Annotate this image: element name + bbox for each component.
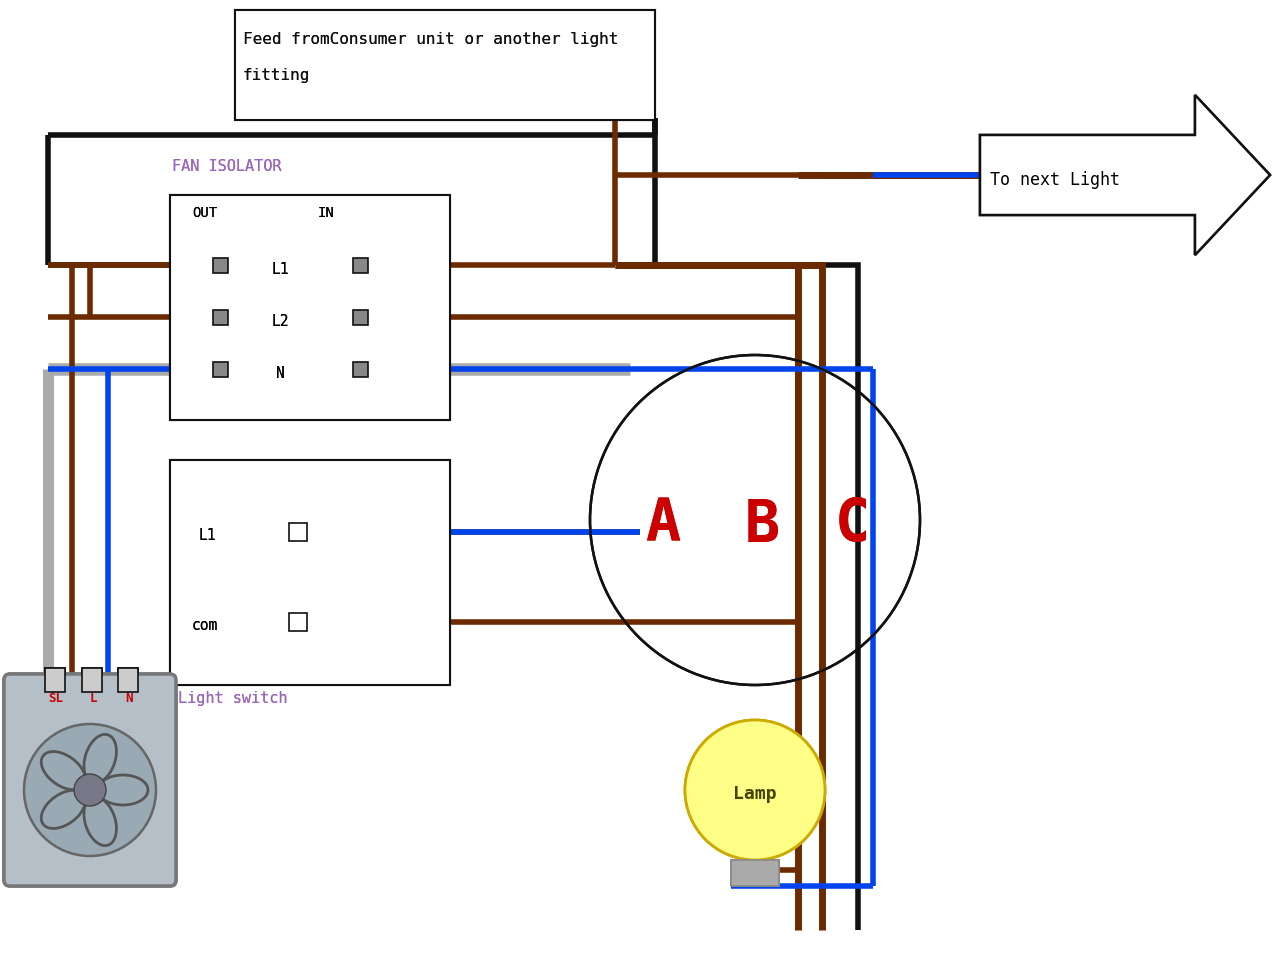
Text: IN: IN xyxy=(317,206,335,220)
Bar xyxy=(353,310,369,325)
Bar xyxy=(731,860,780,886)
Text: Feed fromConsumer unit or another light: Feed fromConsumer unit or another light xyxy=(243,32,618,47)
Text: L1: L1 xyxy=(271,261,289,276)
Text: L1: L1 xyxy=(198,529,215,543)
Bar xyxy=(289,613,307,631)
Circle shape xyxy=(685,720,826,860)
Bar xyxy=(353,258,369,273)
Text: SL: SL xyxy=(49,690,64,703)
Bar xyxy=(118,668,138,692)
Bar xyxy=(118,668,138,692)
Bar xyxy=(82,668,102,692)
Bar xyxy=(353,258,369,273)
Text: L: L xyxy=(90,690,97,703)
Bar xyxy=(45,668,65,692)
Text: L1: L1 xyxy=(198,529,215,543)
Bar xyxy=(353,362,369,377)
Text: To next Light: To next Light xyxy=(989,171,1120,189)
Bar xyxy=(212,258,228,273)
Text: N: N xyxy=(275,366,284,380)
Bar xyxy=(212,362,228,377)
Text: L2: L2 xyxy=(271,314,289,328)
Bar xyxy=(170,195,451,420)
Circle shape xyxy=(24,724,156,856)
Circle shape xyxy=(590,355,920,685)
Text: C: C xyxy=(835,496,870,554)
Text: com: com xyxy=(192,618,219,634)
Bar xyxy=(212,310,228,325)
Text: Feed fromConsumer unit or another light: Feed fromConsumer unit or another light xyxy=(243,32,618,47)
Bar xyxy=(212,310,228,325)
Text: C: C xyxy=(835,496,870,554)
Text: OUT: OUT xyxy=(192,206,218,220)
Bar xyxy=(353,310,369,325)
Text: com: com xyxy=(192,618,219,634)
Circle shape xyxy=(24,724,156,856)
Bar xyxy=(236,10,655,120)
Text: N: N xyxy=(275,366,284,380)
Text: A: A xyxy=(645,496,680,554)
FancyBboxPatch shape xyxy=(4,674,177,886)
Bar xyxy=(82,668,102,692)
Text: fitting: fitting xyxy=(243,68,310,83)
FancyBboxPatch shape xyxy=(4,674,177,886)
Polygon shape xyxy=(980,95,1270,255)
Bar xyxy=(236,10,655,120)
Text: To next Light: To next Light xyxy=(989,171,1120,189)
Text: N: N xyxy=(125,690,133,703)
Text: L: L xyxy=(90,692,97,705)
Text: N: N xyxy=(125,692,133,705)
Polygon shape xyxy=(980,95,1270,255)
Text: OUT: OUT xyxy=(192,206,218,220)
Text: fitting: fitting xyxy=(243,68,310,83)
Text: B: B xyxy=(745,496,780,554)
Bar xyxy=(170,195,451,420)
Text: Light switch: Light switch xyxy=(178,691,288,706)
Bar xyxy=(45,668,65,692)
Text: L1: L1 xyxy=(271,261,289,276)
Text: A: A xyxy=(645,496,680,554)
Bar xyxy=(212,362,228,377)
Bar xyxy=(353,362,369,377)
Text: Lamp: Lamp xyxy=(733,785,777,803)
Bar xyxy=(170,460,451,685)
Text: L2: L2 xyxy=(271,314,289,328)
Text: SL: SL xyxy=(49,692,64,705)
Bar xyxy=(289,613,307,631)
Text: IN: IN xyxy=(317,206,335,220)
Text: Light switch: Light switch xyxy=(178,691,288,706)
Bar xyxy=(731,860,780,886)
Text: B: B xyxy=(745,496,780,554)
Bar xyxy=(289,523,307,541)
Bar xyxy=(289,523,307,541)
Text: Lamp: Lamp xyxy=(733,785,777,803)
Text: FAN ISOLATOR: FAN ISOLATOR xyxy=(172,159,282,174)
Bar xyxy=(212,258,228,273)
Circle shape xyxy=(74,774,106,806)
Circle shape xyxy=(685,720,826,860)
Text: FAN ISOLATOR: FAN ISOLATOR xyxy=(172,159,282,174)
Circle shape xyxy=(74,774,106,806)
Bar xyxy=(170,460,451,685)
